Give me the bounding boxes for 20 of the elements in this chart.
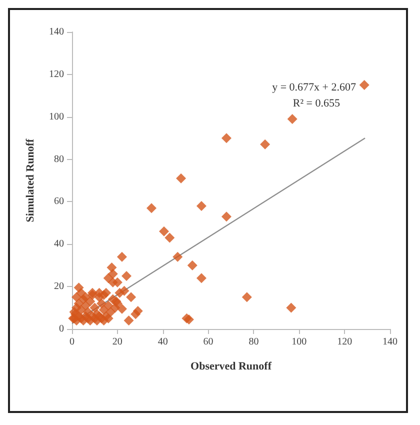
y-tick-label: 0: [59, 324, 64, 334]
y-tick-label: 140: [49, 26, 64, 38]
x-tick-label: 100: [292, 336, 307, 348]
x-tick-label: 40: [158, 336, 168, 348]
y-tick-label: 80: [54, 154, 64, 165]
y-axis-title: Simulated Runoff: [24, 138, 36, 222]
x-axis-title: Observed Runoff: [190, 360, 272, 372]
annotation: y = 0.677x + 2.607: [272, 82, 356, 94]
x-tick-label: 20: [112, 336, 122, 348]
y-tick-label: 20: [54, 281, 64, 292]
x-tick-label: 120: [337, 336, 352, 348]
x-tick-label: 80: [248, 336, 259, 348]
y-tick-label: 40: [54, 238, 64, 250]
annotation: R² = 0.655: [292, 98, 340, 110]
y-tick-label: 120: [49, 68, 64, 80]
x-tick-label: 140: [382, 336, 398, 348]
y-tick-label: 100: [49, 111, 64, 122]
x-tick-label: 60: [203, 336, 214, 348]
y-tick-label: 60: [54, 196, 64, 208]
x-tick-label: 0: [70, 336, 74, 348]
